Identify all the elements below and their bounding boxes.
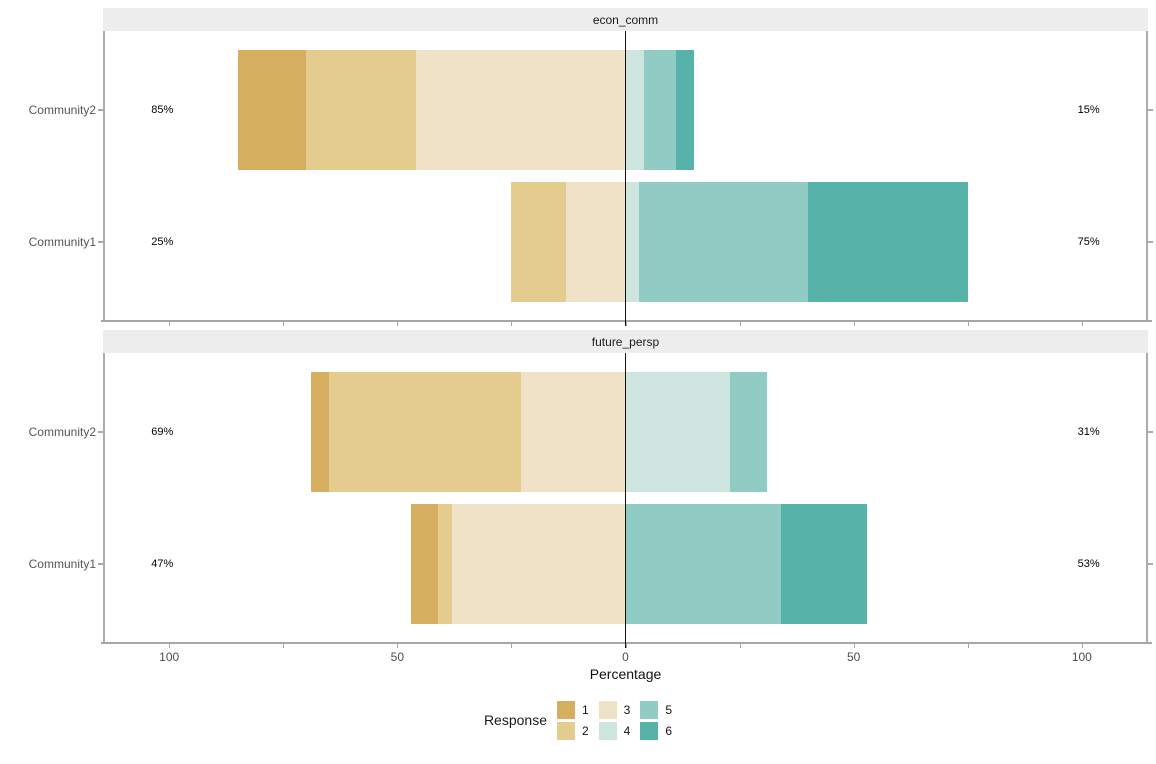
bar-segment-response-5 [643, 50, 676, 170]
y-axis-tick-right [1148, 109, 1153, 111]
percent-label-right: 31% [1077, 426, 1100, 438]
x-axis-tick [853, 322, 855, 326]
x-axis-tick [967, 322, 969, 326]
zero-reference-line [624, 31, 627, 326]
legend-item-response-5: 5 [640, 700, 672, 719]
bar-segment-response-1 [237, 50, 307, 170]
percent-label-left: 25% [151, 236, 174, 248]
legend-swatch-icon [598, 721, 617, 740]
x-axis-tick [511, 322, 513, 326]
legend-item-label: 1 [581, 702, 589, 717]
x-axis-tick [169, 644, 171, 648]
x-axis-tick [739, 322, 741, 326]
x-axis-title: Percentage [589, 666, 662, 682]
legend-swatch-icon [598, 700, 617, 719]
percent-label-right: 15% [1077, 104, 1100, 116]
panel-left-border [103, 353, 105, 642]
panel-right-border [1146, 353, 1148, 642]
legend: Response 1 2 3 4 5 6 [0, 700, 1156, 740]
bar-segment-response-3 [566, 182, 626, 302]
legend-items: 1 2 3 4 5 6 [556, 700, 672, 740]
panel-right-border [1146, 31, 1148, 320]
x-axis-tick [397, 644, 399, 648]
legend-item-response-3: 3 [598, 700, 631, 719]
x-axis-tick [511, 644, 513, 648]
legend-item-label: 6 [665, 723, 673, 738]
percent-label-left: 69% [151, 426, 174, 438]
y-axis-tick-right [1148, 241, 1153, 243]
legend-swatch-icon [556, 721, 575, 740]
x-axis-tick-label: 50 [390, 650, 404, 664]
percent-label-right: 53% [1077, 558, 1100, 570]
x-axis-tick [967, 644, 969, 648]
legend-swatch-icon [556, 700, 575, 719]
x-axis-tick [853, 644, 855, 648]
legend-item-label: 5 [665, 702, 673, 717]
bar-segment-response-5 [730, 372, 767, 492]
legend-item-response-4: 4 [598, 721, 631, 740]
bar-segment-response-4 [625, 50, 644, 170]
x-axis-tick [169, 322, 171, 326]
bar-segment-response-6 [675, 50, 694, 170]
bar-segment-response-2 [511, 182, 567, 302]
bar-segment-response-2 [306, 50, 416, 170]
facet-strip: econ_comm [103, 8, 1148, 31]
y-axis-tick-left [98, 563, 103, 565]
legend-item-response-1: 1 [556, 700, 589, 719]
legend-title: Response [483, 712, 547, 728]
panel-econ_comm [103, 31, 1148, 326]
percent-label-right: 75% [1077, 236, 1100, 248]
legend-swatch-icon [640, 721, 659, 740]
zero-reference-line [624, 353, 627, 648]
x-axis-tick-label: 0 [622, 650, 629, 664]
percent-label-left: 85% [151, 104, 174, 116]
x-axis-tick-label: 100 [1071, 650, 1092, 664]
panel-future_persp [103, 353, 1148, 648]
legend-item-label: 4 [623, 723, 631, 738]
y-axis-tick-right [1148, 431, 1153, 433]
y-axis-tick-left [98, 241, 103, 243]
bar-segment-response-6 [780, 504, 868, 624]
bar-segment-response-2 [328, 372, 521, 492]
x-axis-tick [1081, 644, 1083, 648]
bar-segment-response-5 [639, 182, 809, 302]
x-axis-tick [1081, 322, 1083, 326]
bar-segment-response-4 [625, 372, 731, 492]
bar-segment-response-3 [452, 504, 626, 624]
row-label-community2: Community2 [28, 425, 96, 439]
legend-item-label: 2 [581, 723, 589, 738]
y-axis-tick-left [98, 109, 103, 111]
bar-segment-response-2 [438, 504, 453, 624]
percent-label-left: 47% [151, 558, 174, 570]
x-axis-line [101, 642, 1152, 644]
x-axis-tick [283, 322, 285, 326]
row-label-community2: Community2 [28, 103, 96, 117]
row-label-community1: Community1 [28, 235, 96, 249]
x-axis-line [101, 320, 1152, 322]
facet-strip-label: econ_comm [592, 12, 659, 27]
bar-segment-response-3 [520, 372, 626, 492]
facet-strip: future_persp [103, 330, 1148, 353]
legend-item-response-2: 2 [556, 721, 589, 740]
x-axis-tick-label: 50 [846, 650, 861, 664]
bar-segment-response-5 [625, 504, 781, 624]
legend-item-label: 3 [623, 702, 631, 717]
bar-segment-response-6 [808, 182, 968, 302]
legend-item-response-6: 6 [640, 721, 672, 740]
panel-left-border [103, 31, 105, 320]
row-label-community1: Community1 [28, 557, 96, 571]
x-axis-tick [397, 322, 399, 326]
y-axis-tick-left [98, 431, 103, 433]
x-axis-tick-label: 100 [159, 650, 180, 664]
bar-segment-response-1 [310, 372, 329, 492]
bar-segment-response-4 [625, 182, 640, 302]
y-axis-tick-right [1148, 563, 1153, 565]
facet-strip-label: future_persp [591, 334, 660, 349]
x-axis-tick [283, 644, 285, 648]
x-axis-tick [739, 644, 741, 648]
bar-segment-response-1 [411, 504, 439, 624]
legend-swatch-icon [640, 700, 659, 719]
bar-segment-response-3 [415, 50, 626, 170]
